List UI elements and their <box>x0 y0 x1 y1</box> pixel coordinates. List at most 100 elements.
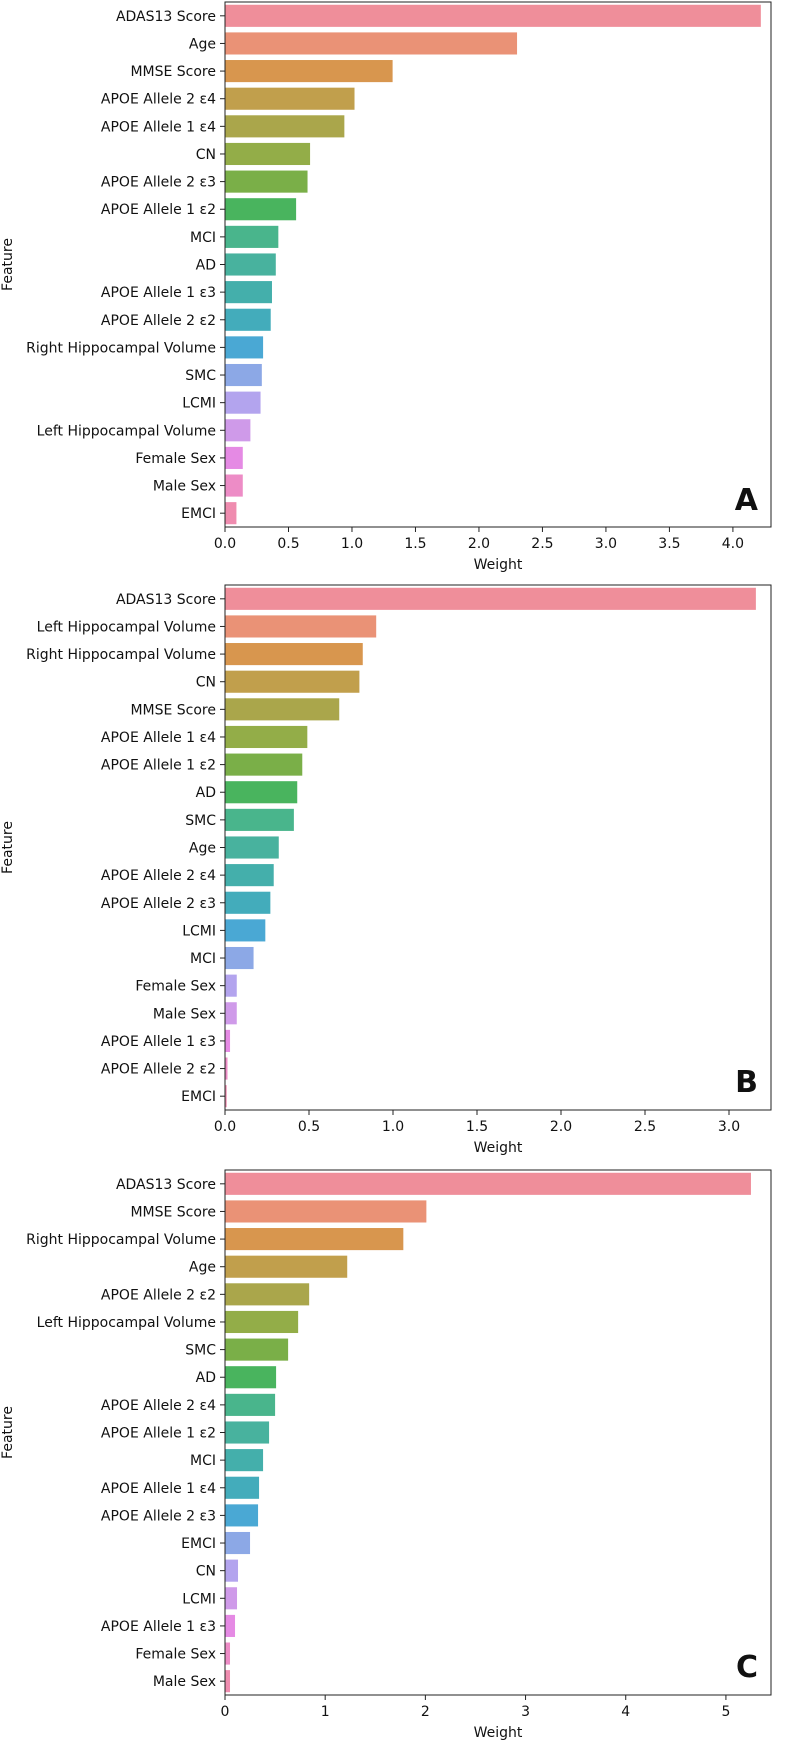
bar-13 <box>225 336 264 359</box>
x-tick-label: 4 <box>621 1704 630 1720</box>
y-tick-label: ADAS13 Score <box>116 9 216 25</box>
y-tick-label: Left Hippocampal Volume <box>37 423 216 439</box>
x-tick-label: 0.5 <box>277 536 299 552</box>
chart-panel-a: ADAS13 Score Age MMSE Score APOE Allele 2 ε… <box>0 1 772 573</box>
y-tick-label: APOE Allele 2 ε3 <box>101 1508 216 1524</box>
x-tick-label: 1.5 <box>466 1119 488 1135</box>
bar-8 <box>225 781 298 804</box>
y-tick-label: MMSE Score <box>130 64 216 80</box>
y-tick-label: MCI <box>190 1453 216 1469</box>
bar-1 <box>225 4 761 27</box>
bar-11 <box>225 1449 264 1472</box>
x-tick-label: 0.5 <box>298 1119 320 1135</box>
x-axis-label: Weight <box>474 557 523 573</box>
y-tick-label: APOE Allele 2 ε4 <box>101 92 216 108</box>
bar-12 <box>225 891 271 914</box>
y-tick-label: SMC <box>185 368 216 384</box>
bar-9 <box>225 808 294 831</box>
y-tick-label: EMCI <box>181 1089 216 1105</box>
bar-13 <box>225 1504 259 1527</box>
y-tick-label: MMSE Score <box>130 702 216 718</box>
bar-6 <box>225 725 308 749</box>
y-tick-label: Male Sex <box>153 1674 216 1690</box>
bar-9 <box>225 225 279 248</box>
y-tick-label: Left Hippocampal Volume <box>37 1315 216 1331</box>
bar-6 <box>225 142 311 166</box>
y-tick-label: APOE Allele 1 ε3 <box>101 1034 216 1050</box>
bar-17 <box>225 1029 231 1052</box>
x-tick-label: 2.0 <box>550 1119 572 1135</box>
y-axis-label: Feature <box>0 1406 16 1459</box>
y-tick-label: APOE Allele 2 ε4 <box>101 868 216 884</box>
x-tick-label: 2.0 <box>468 536 490 552</box>
y-tick-label: EMCI <box>181 506 216 522</box>
bar-11 <box>225 281 272 304</box>
plot-frame <box>224 1169 772 1696</box>
bar-15 <box>225 391 261 414</box>
x-tick-label: 3.0 <box>595 536 617 552</box>
bar-18 <box>225 1642 231 1665</box>
x-tick-label: 0.0 <box>214 536 236 552</box>
bar-3 <box>225 1228 404 1251</box>
y-tick-label: AD <box>196 785 216 801</box>
y-tick-label: Right Hippocampal Volume <box>26 647 216 663</box>
y-tick-label: APOE Allele 1 ε2 <box>101 758 216 774</box>
bar-15 <box>225 974 237 997</box>
bar-7 <box>225 170 308 193</box>
y-tick-label: LCMI <box>182 923 216 939</box>
y-tick-label: APOE Allele 1 ε4 <box>101 730 216 746</box>
bar-4 <box>225 87 355 110</box>
y-tick-label: Female Sex <box>135 1647 216 1663</box>
x-tick-label: 3.0 <box>718 1119 740 1135</box>
y-tick-label: SMC <box>185 1343 216 1359</box>
x-tick-label: 0.0 <box>214 1119 236 1135</box>
y-tick-label: APOE Allele 2 ε2 <box>101 1287 216 1303</box>
x-tick-label: 2.5 <box>634 1119 656 1135</box>
bar-8 <box>225 198 297 221</box>
chart-panel-c: ADAS13 Score MMSE Score Right Hippocampal … <box>0 1169 772 1741</box>
chart-panel-b: ADAS13 Score Left Hippocampal Volume Right… <box>0 584 772 1156</box>
x-tick-label: 2.5 <box>531 536 553 552</box>
bar-3 <box>225 60 393 83</box>
y-tick-label: CN <box>196 1564 216 1580</box>
bar-1 <box>225 1172 751 1195</box>
bar-7 <box>225 753 303 776</box>
bar-10 <box>225 836 279 859</box>
bar-2 <box>225 32 518 55</box>
bar-17 <box>225 1614 236 1637</box>
bar-3 <box>225 643 363 666</box>
bar-6 <box>225 1310 299 1334</box>
bar-12 <box>225 1476 260 1499</box>
x-tick-label: 5 <box>721 1704 730 1720</box>
bar-18 <box>225 474 243 497</box>
y-tick-label: Age <box>189 36 216 52</box>
bar-16 <box>225 1587 238 1610</box>
bar-5 <box>225 1283 310 1306</box>
y-tick-label: APOE Allele 1 ε3 <box>101 1619 216 1635</box>
bar-16 <box>225 1002 237 1025</box>
y-tick-label: LCMI <box>182 1591 216 1607</box>
y-tick-label: APOE Allele 1 ε2 <box>101 202 216 218</box>
y-tick-label: ADAS13 Score <box>116 592 216 608</box>
x-tick-label: 1 <box>321 1704 330 1720</box>
x-tick-label: 2 <box>421 1704 430 1720</box>
bar-4 <box>225 670 360 693</box>
y-tick-label: Male Sex <box>153 479 216 495</box>
y-tick-label: APOE Allele 2 ε3 <box>101 175 216 191</box>
bar-9 <box>225 1393 276 1416</box>
y-tick-label: CN <box>196 147 216 163</box>
bar-14 <box>225 946 254 970</box>
x-tick-label: 1.5 <box>404 536 426 552</box>
panel-label: C <box>736 1650 758 1685</box>
bar-13 <box>225 919 266 942</box>
y-tick-label: APOE Allele 2 ε2 <box>101 1062 216 1078</box>
y-tick-label: APOE Allele 1 ε4 <box>101 119 216 135</box>
x-axis-label: Weight <box>474 1140 523 1156</box>
x-tick-label: 1.0 <box>382 1119 404 1135</box>
y-tick-label: APOE Allele 1 ε2 <box>101 1426 216 1442</box>
y-tick-label: LCMI <box>182 396 216 412</box>
bar-10 <box>225 253 276 276</box>
bar-4 <box>225 1255 348 1278</box>
